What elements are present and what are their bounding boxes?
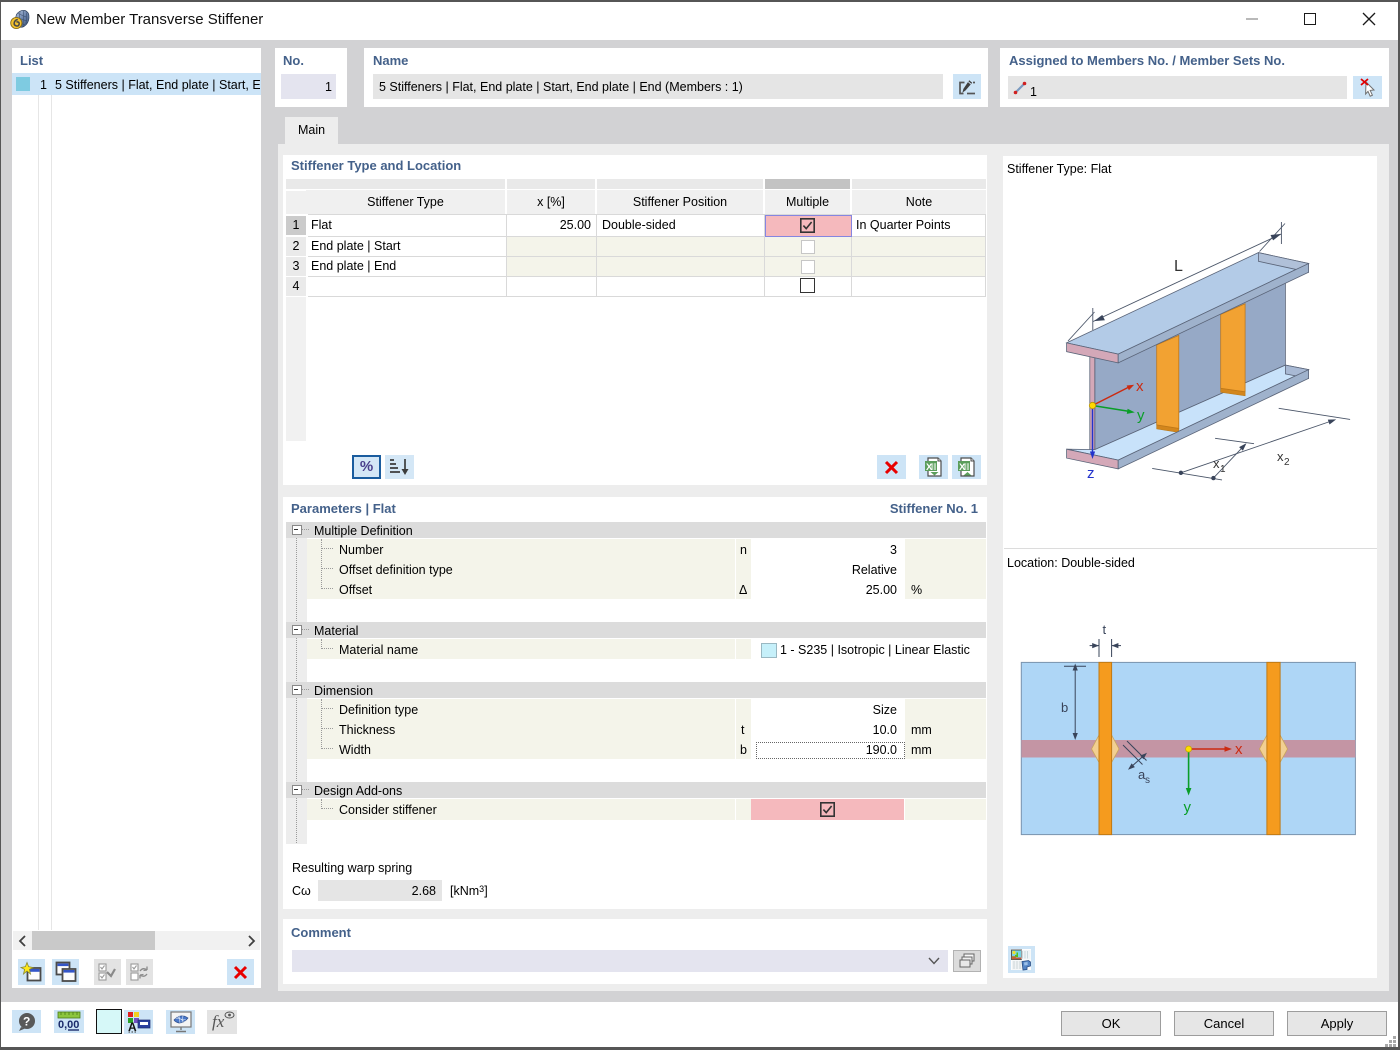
svg-text:2: 2 [1284, 457, 1290, 468]
svg-text:x: x [1136, 378, 1144, 395]
svg-text:X: X [926, 462, 933, 473]
svg-text:x: x [1277, 449, 1284, 464]
svg-text:1: 1 [1220, 464, 1226, 475]
svg-text:s: s [1145, 775, 1150, 786]
svg-text:?: ? [23, 1015, 30, 1029]
svg-text:y: y [1184, 799, 1192, 816]
svg-text:x: x [1213, 456, 1220, 471]
svg-text:y: y [1137, 407, 1145, 424]
svg-text:x: x [1235, 741, 1243, 758]
svg-text:z: z [1087, 465, 1095, 482]
svg-text:L: L [1174, 258, 1183, 275]
svg-text:0,00: 0,00 [58, 1019, 79, 1031]
svg-text:b: b [1061, 700, 1068, 715]
svg-text:t: t [1103, 622, 1107, 637]
svg-text:X: X [959, 462, 966, 473]
svg-text:a: a [1138, 767, 1146, 782]
svg-text:A: A [128, 1020, 137, 1034]
